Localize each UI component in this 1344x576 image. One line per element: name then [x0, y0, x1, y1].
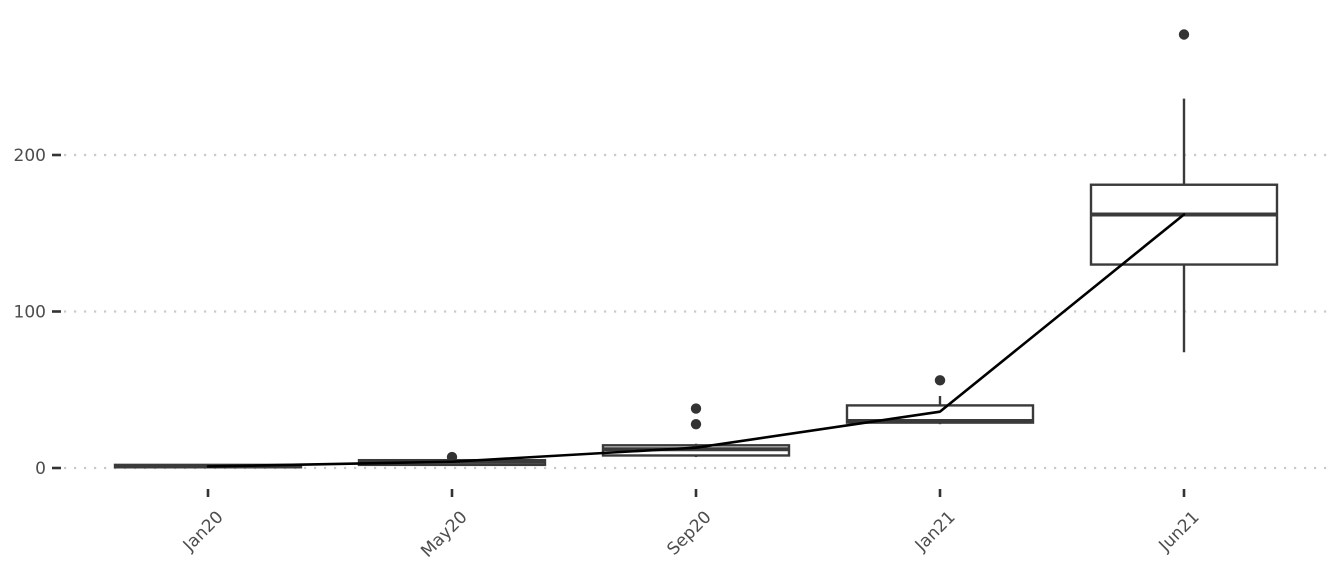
x-tick-label: Jun21 — [1155, 507, 1204, 556]
trend-line — [206, 213, 1186, 468]
y-axis: 0 100 200 — [14, 146, 61, 479]
y-axis-label: 0 — [35, 459, 46, 479]
x-tick-label: Sep20 — [663, 507, 715, 559]
boxplot — [1089, 29, 1279, 353]
outlier-point — [934, 375, 946, 386]
outlier-point — [446, 451, 458, 463]
boxplot — [845, 375, 1035, 425]
boxplot — [601, 403, 791, 458]
y-axis-label: 200 — [14, 146, 46, 166]
outlier-point — [690, 418, 702, 430]
y-axis-label: 100 — [14, 303, 46, 323]
x-tick-label: Jan20 — [179, 507, 228, 556]
x-tick-label: Jan21 — [911, 507, 960, 556]
outlier-point — [690, 403, 702, 414]
x-tick-label: May20 — [417, 507, 471, 561]
boxplots — [113, 29, 1279, 469]
box — [1089, 183, 1279, 266]
outlier-point — [1178, 29, 1190, 40]
x-axis: Jan20 May20 Sep20 Jan21 Jun21 — [179, 489, 1204, 562]
